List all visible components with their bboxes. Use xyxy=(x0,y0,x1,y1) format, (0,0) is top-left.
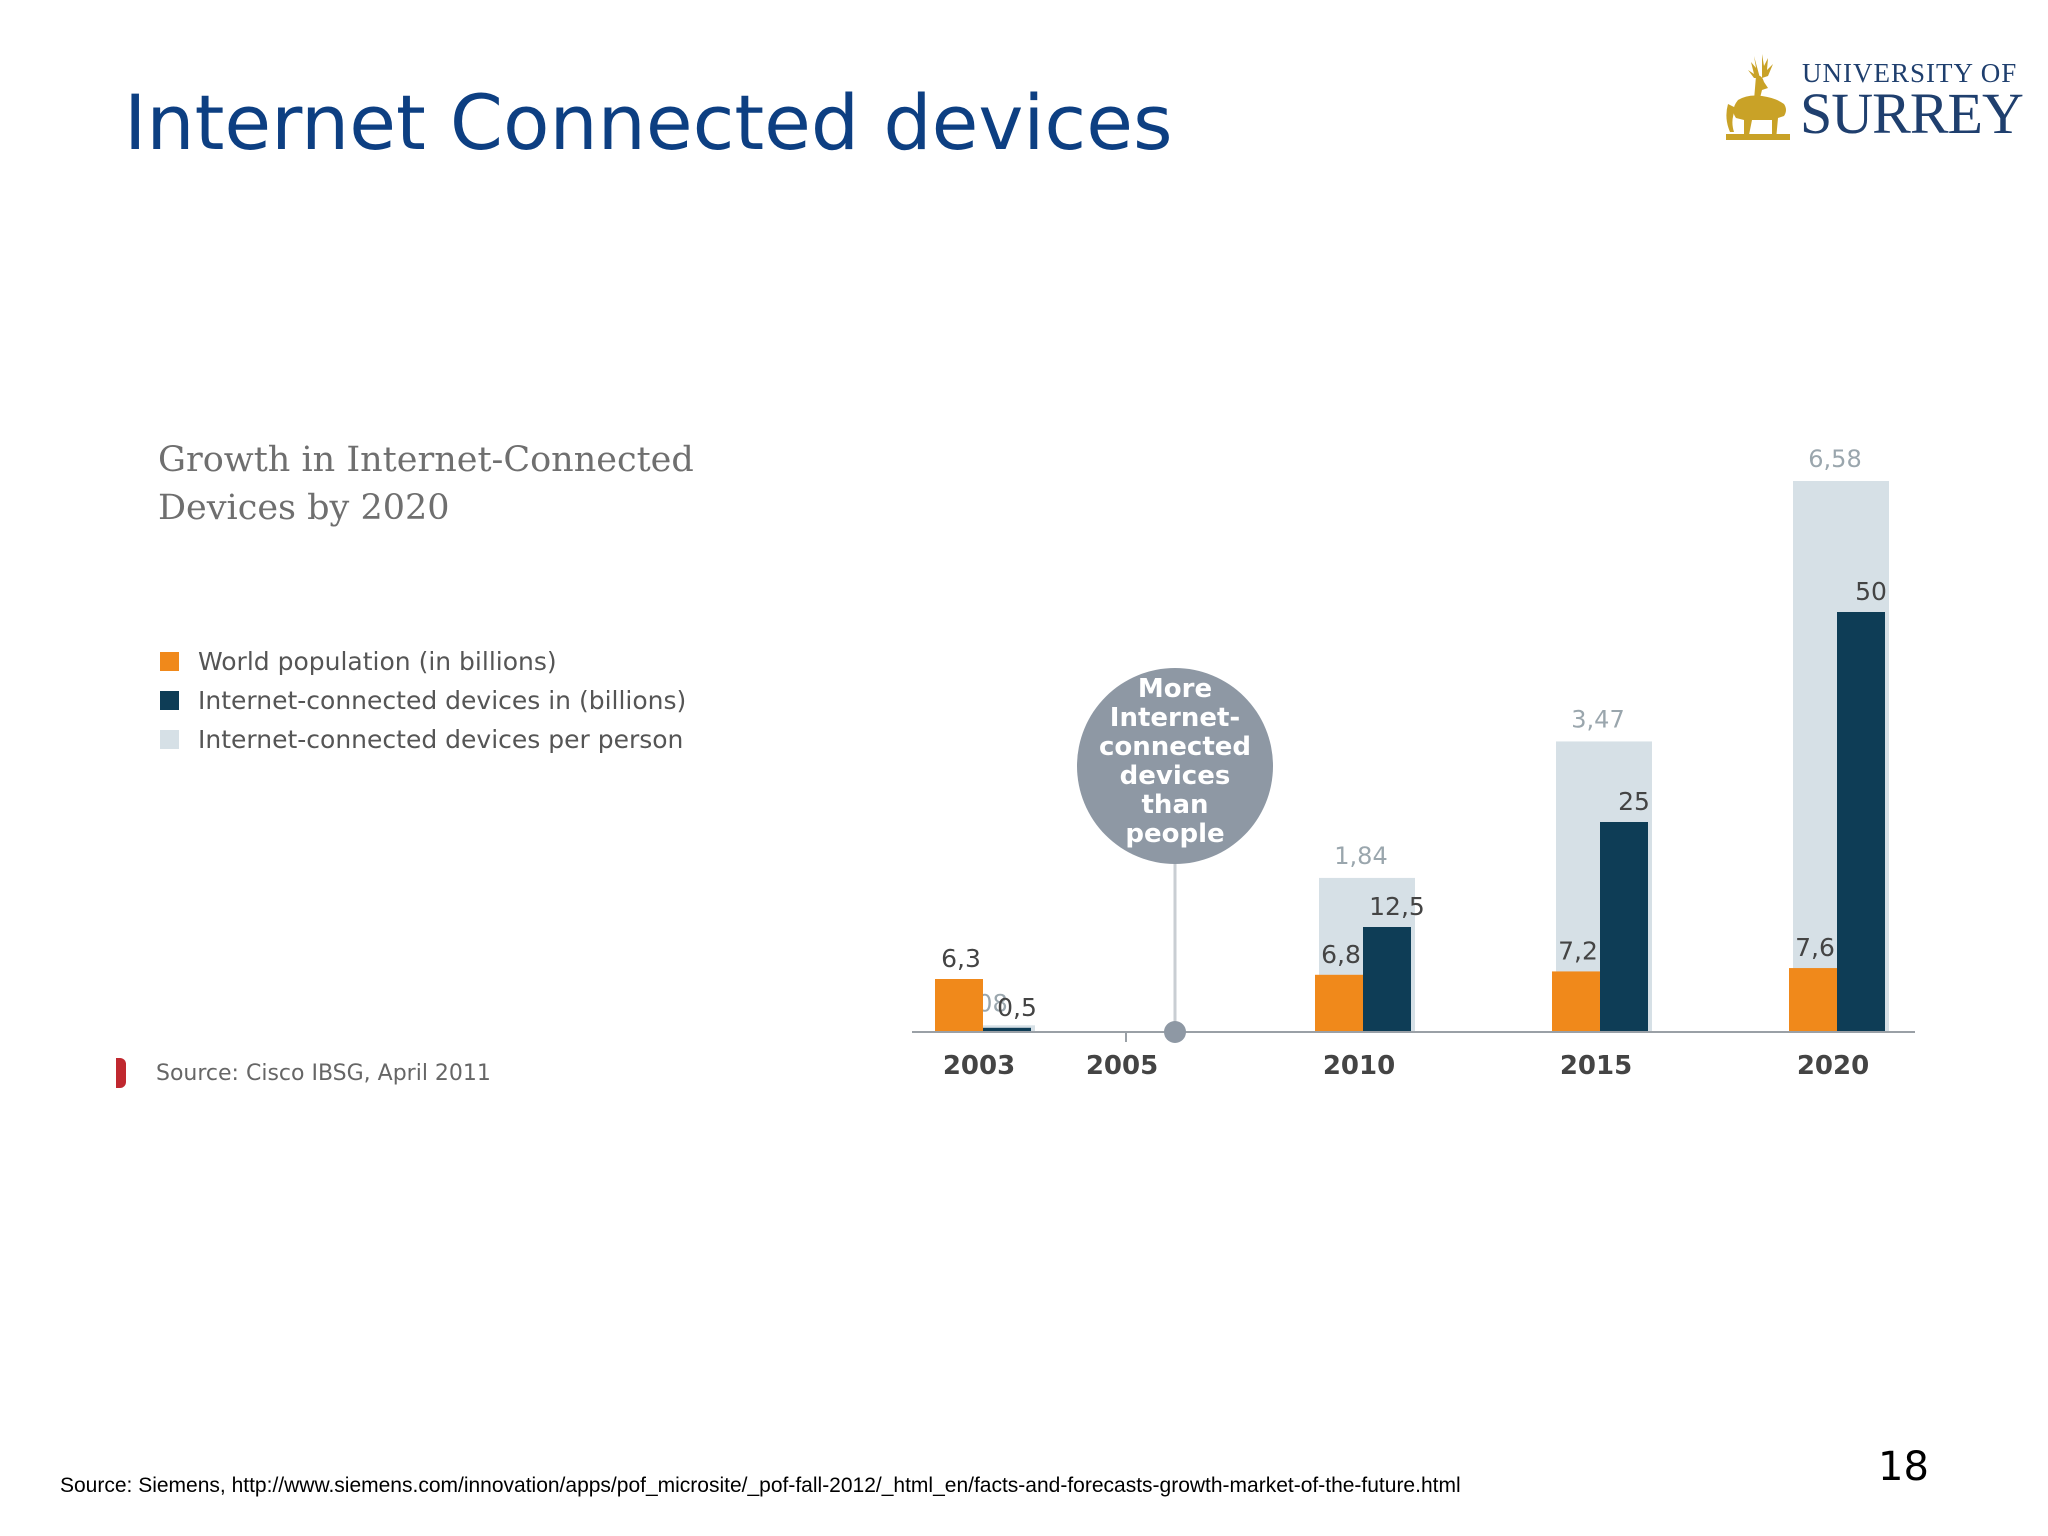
x-tick-label-2020: 2020 xyxy=(1797,1051,1869,1081)
chart-title: Growth in Internet-Connected Devices by … xyxy=(158,440,694,528)
legend-item-population: World population (in billions) xyxy=(160,642,686,681)
bar-devices-2003 xyxy=(983,1027,1031,1032)
legend-label-per-person: Internet-connected devices per person xyxy=(198,725,684,754)
label-devices-2003: 0,5 xyxy=(997,993,1037,1022)
legend-label-population: World population (in billions) xyxy=(198,647,557,676)
annotation-dot xyxy=(1164,1021,1186,1043)
label-devices-2015: 25 xyxy=(1618,787,1650,816)
label-population-2020: 7,6 xyxy=(1795,933,1835,962)
bar-devices-2015 xyxy=(1600,822,1648,1032)
label-per-person-2010: 1,84 xyxy=(1334,842,1387,870)
annotation-text-line: people xyxy=(1125,819,1224,849)
legend-item-per-person: Internet-connected devices per person xyxy=(160,720,686,759)
footer-source: Source: Siemens, http://www.siemens.com/… xyxy=(60,1474,1461,1497)
slide-title: Internet Connected devices xyxy=(124,78,1173,167)
bar-population-2020 xyxy=(1789,968,1837,1032)
x-tick-label-2003: 2003 xyxy=(943,1051,1015,1081)
legend-item-devices: Internet-connected devices in (billions) xyxy=(160,681,686,720)
label-per-person-2015: 3,47 xyxy=(1571,705,1624,733)
chart-source-block: Source: Cisco IBSG, April 2011 xyxy=(116,1058,491,1088)
label-devices-2020: 50 xyxy=(1855,577,1887,606)
annotation-text-line: More xyxy=(1138,674,1212,704)
legend-swatch-population xyxy=(160,652,179,671)
x-tick-label-2010: 2010 xyxy=(1323,1051,1395,1081)
label-devices-2010: 12,5 xyxy=(1369,892,1425,921)
chart-legend: World population (in billions) Internet-… xyxy=(160,642,686,759)
bar-devices-2020 xyxy=(1837,612,1885,1032)
annotation-text-line: devices xyxy=(1120,761,1231,791)
page-number: 18 xyxy=(1878,1444,1929,1490)
bar-devices-2010 xyxy=(1363,927,1411,1032)
university-logo: UNIVERSITY OF SURREY xyxy=(1718,44,2024,154)
logo-surrey: SURREY xyxy=(1800,81,2024,146)
label-population-2003: 6,3 xyxy=(941,944,981,973)
x-tick-label-2005: 2005 xyxy=(1086,1051,1158,1081)
annotation-text-line: connected xyxy=(1099,732,1251,762)
legend-label-devices: Internet-connected devices in (billions) xyxy=(198,686,687,715)
label-population-2010: 6,8 xyxy=(1321,940,1361,969)
legend-swatch-per-person xyxy=(160,730,179,749)
label-per-person-2020: 6,58 xyxy=(1808,445,1861,473)
legend-swatch-devices xyxy=(160,691,179,710)
stag-icon xyxy=(1726,54,1790,140)
annotation-text-line: Internet- xyxy=(1110,703,1240,733)
label-population-2015: 7,2 xyxy=(1558,936,1598,965)
bar-population-2003 xyxy=(935,979,983,1032)
logo-university-of: UNIVERSITY OF xyxy=(1802,58,2018,88)
bar-population-2015 xyxy=(1552,971,1600,1032)
chart-source: Source: Cisco IBSG, April 2011 xyxy=(156,1060,491,1086)
annotation-text-line: than xyxy=(1142,790,1209,820)
annotation-bubble xyxy=(1077,668,1273,864)
x-tick-label-2015: 2015 xyxy=(1560,1051,1632,1081)
source-marker xyxy=(116,1058,126,1088)
bar-population-2010 xyxy=(1315,974,1363,1032)
